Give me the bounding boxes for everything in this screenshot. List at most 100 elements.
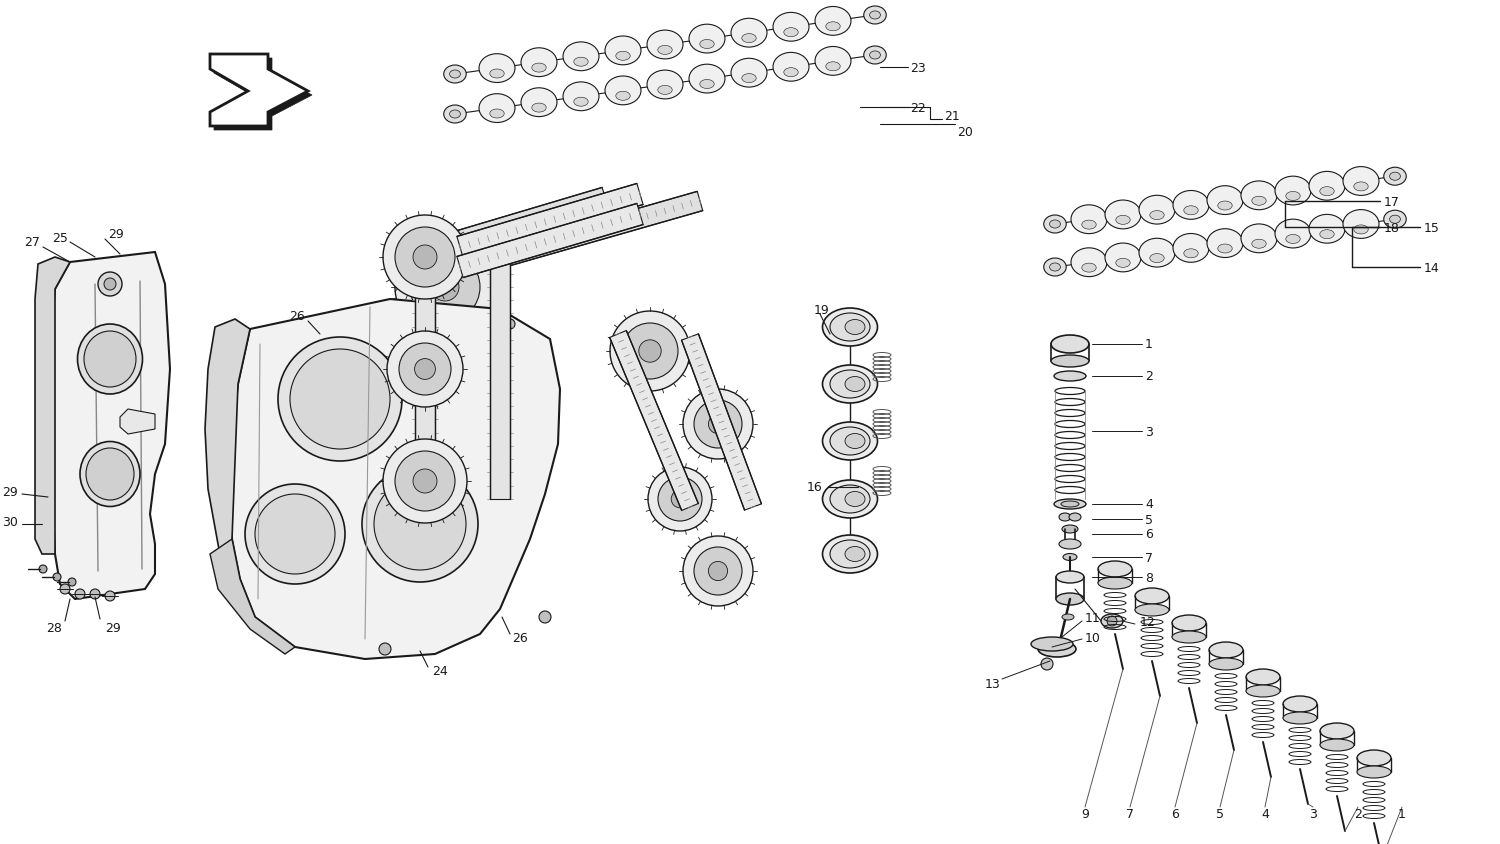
Ellipse shape xyxy=(490,70,504,78)
Ellipse shape xyxy=(1282,696,1317,712)
Ellipse shape xyxy=(574,98,588,107)
Circle shape xyxy=(290,349,390,450)
Circle shape xyxy=(682,537,753,606)
Ellipse shape xyxy=(1320,230,1334,240)
Circle shape xyxy=(394,228,454,288)
Ellipse shape xyxy=(1044,216,1066,234)
Ellipse shape xyxy=(1173,192,1209,220)
Ellipse shape xyxy=(772,14,808,42)
Ellipse shape xyxy=(1052,355,1089,368)
Polygon shape xyxy=(490,247,510,500)
Text: 16: 16 xyxy=(807,481,822,494)
Circle shape xyxy=(380,643,392,655)
Ellipse shape xyxy=(478,95,514,123)
Ellipse shape xyxy=(1240,225,1276,253)
Ellipse shape xyxy=(1150,211,1164,220)
Ellipse shape xyxy=(827,62,840,72)
Ellipse shape xyxy=(830,314,870,342)
Text: 2: 2 xyxy=(1354,808,1362,820)
Ellipse shape xyxy=(444,106,466,124)
Circle shape xyxy=(278,338,402,462)
Ellipse shape xyxy=(822,423,878,461)
Ellipse shape xyxy=(700,80,714,89)
Ellipse shape xyxy=(490,110,504,119)
Ellipse shape xyxy=(574,58,588,68)
Ellipse shape xyxy=(1383,168,1406,186)
Ellipse shape xyxy=(1071,206,1107,235)
Circle shape xyxy=(610,311,690,392)
Ellipse shape xyxy=(822,309,878,347)
Ellipse shape xyxy=(822,480,878,518)
Ellipse shape xyxy=(1218,245,1231,254)
Text: 30: 30 xyxy=(2,515,18,528)
Ellipse shape xyxy=(830,485,870,513)
Circle shape xyxy=(682,390,753,459)
Circle shape xyxy=(430,452,450,471)
Circle shape xyxy=(1107,616,1118,626)
Circle shape xyxy=(405,426,476,496)
Ellipse shape xyxy=(730,19,766,48)
Circle shape xyxy=(432,369,453,390)
Circle shape xyxy=(708,415,728,434)
Ellipse shape xyxy=(1062,614,1074,620)
Ellipse shape xyxy=(844,377,865,392)
Text: 20: 20 xyxy=(957,126,974,138)
Circle shape xyxy=(60,584,70,594)
Ellipse shape xyxy=(1218,202,1231,211)
Ellipse shape xyxy=(1172,615,1206,631)
Circle shape xyxy=(374,479,466,571)
Ellipse shape xyxy=(86,448,134,500)
Ellipse shape xyxy=(1056,593,1084,605)
Ellipse shape xyxy=(1252,240,1266,249)
Text: 23: 23 xyxy=(910,62,926,74)
Circle shape xyxy=(413,246,436,270)
Text: 14: 14 xyxy=(1424,261,1440,274)
Ellipse shape xyxy=(1320,739,1354,751)
Ellipse shape xyxy=(1071,248,1107,278)
Ellipse shape xyxy=(730,59,766,88)
Text: 29: 29 xyxy=(108,228,124,241)
Polygon shape xyxy=(210,539,296,654)
Ellipse shape xyxy=(1136,588,1168,604)
Ellipse shape xyxy=(822,365,878,403)
Circle shape xyxy=(105,592,116,601)
Text: 3: 3 xyxy=(1310,808,1317,820)
Ellipse shape xyxy=(1282,712,1317,724)
Ellipse shape xyxy=(1286,192,1300,201)
Ellipse shape xyxy=(784,29,798,38)
Text: 2: 2 xyxy=(1144,370,1154,383)
Circle shape xyxy=(39,565,46,573)
Polygon shape xyxy=(34,257,70,555)
Ellipse shape xyxy=(1054,500,1086,510)
Ellipse shape xyxy=(1310,215,1346,244)
Ellipse shape xyxy=(1208,230,1243,258)
Ellipse shape xyxy=(742,35,756,44)
Circle shape xyxy=(404,342,480,418)
Ellipse shape xyxy=(1354,182,1368,192)
Text: 1: 1 xyxy=(1398,808,1406,820)
Polygon shape xyxy=(416,247,435,500)
Ellipse shape xyxy=(444,66,466,84)
Ellipse shape xyxy=(1038,641,1076,657)
Ellipse shape xyxy=(830,371,870,398)
Ellipse shape xyxy=(604,37,640,66)
Ellipse shape xyxy=(830,428,870,456)
Ellipse shape xyxy=(844,492,865,507)
Ellipse shape xyxy=(78,325,142,394)
Ellipse shape xyxy=(1208,187,1243,215)
Circle shape xyxy=(382,216,466,300)
Polygon shape xyxy=(458,184,644,258)
Ellipse shape xyxy=(1246,685,1280,697)
Ellipse shape xyxy=(532,64,546,73)
Ellipse shape xyxy=(1054,371,1086,381)
Ellipse shape xyxy=(1101,614,1124,628)
Text: 27: 27 xyxy=(24,236,40,249)
Ellipse shape xyxy=(1030,637,1072,652)
Text: 5: 5 xyxy=(1144,513,1154,526)
Polygon shape xyxy=(230,300,560,659)
Text: 26: 26 xyxy=(512,630,528,644)
Circle shape xyxy=(399,344,451,396)
Circle shape xyxy=(658,478,702,522)
Ellipse shape xyxy=(1173,234,1209,263)
Text: 15: 15 xyxy=(1424,221,1440,235)
